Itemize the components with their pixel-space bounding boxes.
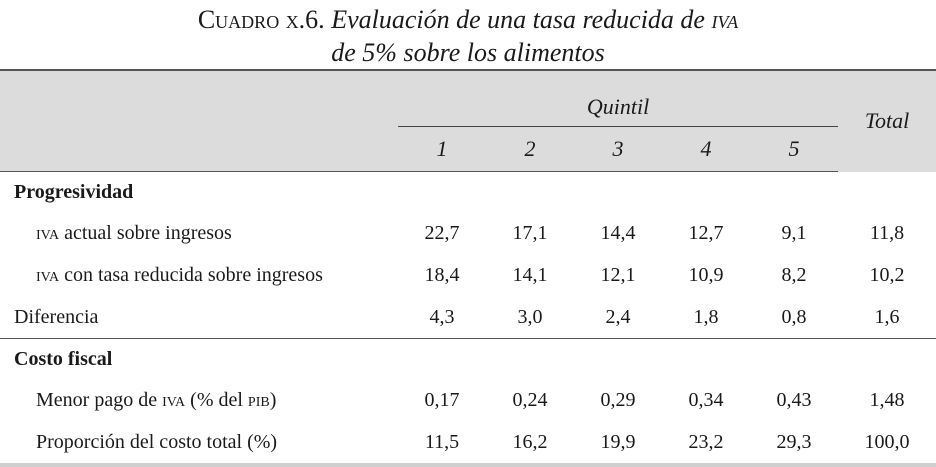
cell-value: 16,2 — [486, 421, 574, 467]
cell-value: 2,4 — [574, 296, 662, 339]
cell-value: 12,1 — [600, 263, 636, 286]
section-title-progresividad: Progresividad — [14, 180, 134, 203]
caption-line-1: Cuadro x.6. Evaluación de una tasa reduc… — [0, 3, 936, 36]
cell-value: 9,1 — [781, 221, 807, 244]
row-label: Menor pago de iva (% del pib) — [0, 379, 398, 421]
table-row: iva actual sobre ingresos 22,7 17,1 14,4… — [0, 212, 936, 254]
header-blank-2 — [0, 126, 398, 172]
row-label: iva con tasa reducida sobre ingresos — [0, 254, 398, 296]
header-blank — [0, 69, 398, 127]
cell-value: 22,7 — [424, 221, 460, 244]
cell-value: 8,2 — [781, 263, 807, 286]
cell-value: 1,8 — [662, 296, 750, 339]
cell-value: 11,5 — [398, 421, 486, 467]
cell-value: 18,4 — [424, 263, 460, 286]
cell-value: 0,43 — [776, 388, 812, 411]
table-caption: Cuadro x.6. Evaluación de una tasa reduc… — [0, 0, 936, 69]
row-label-text: Menor pago de — [36, 388, 163, 411]
iva-abbr: iva — [162, 388, 186, 411]
cell-value: 4,3 — [398, 296, 486, 339]
cell-value: 12,7 — [688, 221, 724, 244]
cell-value: 0,17 — [424, 388, 460, 411]
cell-total: 10,2 — [869, 263, 905, 286]
table-row: iva con tasa reducida sobre ingresos 18,… — [0, 254, 936, 296]
row-label-text: (% del — [185, 388, 248, 411]
iva-abbr: iva — [36, 263, 60, 286]
caption-line-2: de 5% sobre los alimentos — [331, 38, 605, 67]
cell-value: 3,0 — [486, 296, 574, 339]
quintile-header-1: 1 — [398, 126, 486, 172]
cell-value: 29,3 — [750, 421, 839, 467]
row-label-text: con tasa reducida sobre ingresos — [59, 263, 323, 286]
quintil-header: Quintil — [398, 69, 839, 127]
cell-total: 100,0 — [838, 421, 936, 467]
cell-value: 19,9 — [574, 421, 662, 467]
cell-value: 0,8 — [750, 296, 839, 339]
cell-value: 23,2 — [662, 421, 750, 467]
cell-total: 11,8 — [869, 221, 905, 244]
cell-value: 0,34 — [688, 388, 724, 411]
caption-title: Evaluación de una tasa reducida de — [331, 5, 705, 34]
caption-prefix: Cuadro x.6. — [197, 5, 325, 34]
caption-iva: iva — [711, 5, 739, 34]
cell-value: 14,1 — [512, 263, 548, 286]
cell-value: 0,24 — [512, 388, 548, 411]
row-label: Diferencia — [0, 296, 398, 339]
cell-value: 0,29 — [600, 388, 636, 411]
row-label: iva actual sobre ingresos — [0, 212, 398, 254]
quintile-header-5: 5 — [750, 126, 839, 172]
row-label: Proporción del costo total (%) — [0, 421, 398, 467]
row-label-text: actual sobre ingresos — [59, 221, 232, 244]
total-header: Total — [838, 69, 936, 172]
pib-abbr: pib — [247, 388, 270, 411]
cell-value: 17,1 — [512, 221, 548, 244]
section-title-costo-fiscal: Costo fiscal — [14, 347, 113, 370]
cell-total: 1,48 — [869, 388, 905, 411]
table-row: Menor pago de iva (% del pib) 0,17 0,24 … — [0, 379, 936, 421]
cell-value: 10,9 — [688, 263, 724, 286]
quintile-header-2: 2 — [486, 126, 574, 172]
table-row: Proporción del costo total (%) 11,5 16,2… — [0, 421, 936, 467]
data-table: Quintil Total 1 2 3 4 5 Progresividad iv… — [0, 69, 936, 467]
quintile-header-3: 3 — [574, 126, 662, 172]
cell-value: 14,4 — [600, 221, 636, 244]
quintile-header-4: 4 — [662, 126, 750, 172]
iva-abbr: iva — [36, 221, 60, 244]
cell-total: 1,6 — [838, 296, 936, 339]
row-label-text: ) — [269, 388, 277, 411]
table-row: Diferencia 4,3 3,0 2,4 1,8 0,8 1,6 — [0, 296, 936, 339]
